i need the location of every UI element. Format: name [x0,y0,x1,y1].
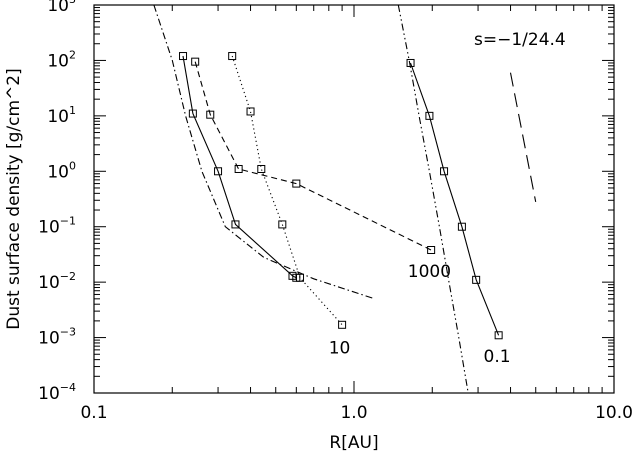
series-7-line [509,72,537,203]
y-tick-label: 10−4 [38,381,76,404]
series-1-marker [231,220,240,229]
series-2-marker [206,110,215,119]
series-1-marker [179,52,188,61]
y-tick-label: 102 [47,48,76,71]
y-tick-label: 10−2 [38,270,76,293]
series-5-line [153,5,375,300]
series-3-marker [228,52,237,61]
series-2-marker [234,164,243,173]
series-6-line [397,5,469,393]
plot-frame [93,4,615,394]
tick-labels: 0.1 1.0 10.0 10−4 10−3 10−2 10−1 100 101 102 103 [38,0,633,423]
y-tick-label: 10−3 [38,326,76,349]
series-3-marker [257,164,266,173]
series-3-marker [338,320,347,329]
x-axis-title: R[AU] [329,433,378,453]
series-3-marker [246,107,255,116]
series-1-marker [214,167,223,176]
series-2-line [194,61,432,251]
series-2-marker [427,246,436,255]
series-label: 0.1 [484,347,511,367]
series-4-marker [494,331,503,340]
series-1-marker [188,109,197,118]
x-tick-label: 0.1 [80,403,107,423]
series-4-marker [406,58,415,67]
series-4-line [409,62,500,336]
series-4-marker [440,167,449,176]
series-4-marker [425,111,434,120]
series-label: 1000 [408,262,451,282]
slope-annotation: s=−1/24.4 [474,30,566,50]
series-3-marker [278,220,287,229]
x-tick-label: 1.0 [340,403,367,423]
marker-layer [179,52,503,340]
axis-ticks [93,5,614,394]
series-1-line [182,55,297,279]
series-4-marker [457,222,466,231]
y-tick-label: 100 [47,159,76,182]
series-4-marker [472,275,481,284]
x-tick-label: 10.0 [595,403,633,423]
annotations: s=−1/24.4 1000 10 0.1 [329,30,566,367]
y-tick-label: 101 [47,104,76,127]
series-layer [153,5,537,393]
series-3-marker [296,273,305,282]
series-label: 10 [329,338,351,358]
y-tick-label: 103 [47,0,76,16]
y-axis-title: Dust surface density [g/cm^2] [4,68,24,330]
series-2-marker [292,179,301,188]
y-tick-label: 10−1 [38,215,76,238]
series-3-line [231,55,343,326]
series-2-marker [191,57,200,66]
